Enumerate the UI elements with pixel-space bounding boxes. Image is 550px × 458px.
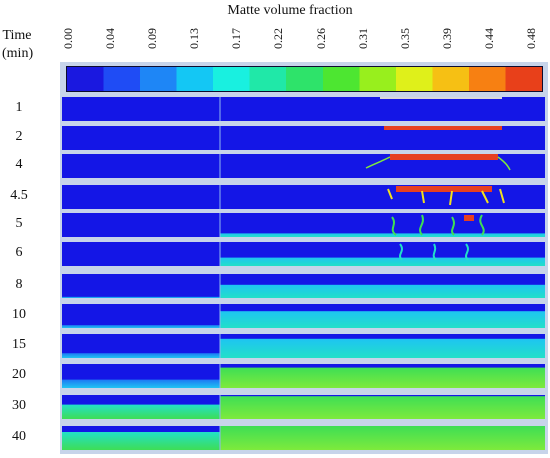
colorbar-tick-label: 0.00 [61, 28, 75, 62]
time-label: 10 [12, 307, 26, 322]
figure-title: Matte volume fraction [227, 3, 353, 18]
simulation-field [62, 304, 545, 328]
colorbar-tick-label: 0.44 [482, 28, 496, 62]
colorbar-tick-label: 0.04 [103, 28, 117, 62]
colorbar-tick-text: 0.00 [61, 28, 75, 49]
colorbar-tick-text: 0.13 [187, 28, 202, 49]
simulation-field [62, 395, 545, 419]
simulation-panel [62, 126, 545, 150]
time-label: 4.5 [10, 188, 28, 203]
simulation-field [62, 154, 545, 178]
colorbar-tick-label: 0.17 [229, 28, 243, 62]
simulation-panel [62, 364, 545, 388]
time-label: 6 [15, 245, 23, 260]
colorbar-tick-text: 0.17 [229, 28, 244, 49]
colorbar-tick-text: 0.04 [103, 28, 118, 49]
simulation-field [62, 334, 545, 358]
time-label: 30 [12, 398, 26, 413]
simulation-field [62, 426, 545, 450]
simulation-field [62, 213, 545, 237]
time-label: 2 [15, 129, 23, 144]
simulation-field [62, 274, 545, 298]
time-label: 1 [15, 100, 23, 115]
simulation-panel [62, 395, 545, 419]
colorbar-tick-label: 0.39 [440, 28, 454, 62]
simulation-field [62, 126, 545, 150]
simulation-panel [62, 304, 545, 328]
colorbar-tick-text: 0.39 [439, 28, 454, 49]
simulation-field [62, 242, 545, 266]
colorbar-tick-text: 0.44 [481, 28, 496, 49]
colorbar-tick-text: 0.31 [355, 28, 370, 49]
colorbar-tick-text: 0.26 [313, 28, 328, 49]
colorbar-tick-label: 0.13 [187, 28, 201, 62]
time-axis-label-line1: Time [2, 28, 32, 43]
colorbar-tick-label: 0.26 [314, 28, 328, 62]
colorbar-tick-text: 0.09 [145, 28, 160, 49]
time-label: 5 [15, 216, 23, 231]
simulation-panel [62, 274, 545, 298]
simulation-field [62, 364, 545, 388]
colorbar-tick-text: 0.22 [271, 28, 286, 49]
time-label: 15 [12, 337, 26, 352]
time-label: 4 [15, 157, 23, 172]
colorbar-tick-text: 0.48 [524, 28, 538, 49]
time-label: 40 [12, 429, 26, 444]
simulation-panel [62, 213, 545, 237]
colorbar-tick-label: 0.22 [271, 28, 285, 62]
simulation-panel [62, 185, 545, 209]
time-label: 20 [12, 367, 26, 382]
simulation-panel [62, 242, 545, 266]
time-label: 8 [15, 277, 23, 292]
simulation-panel [62, 97, 545, 121]
colorbar-tick-label: 0.31 [356, 28, 370, 62]
simulation-panel [62, 334, 545, 358]
time-axis-label: Time (min) [2, 27, 34, 63]
colorbar-tick-label: 0.35 [398, 28, 412, 62]
simulation-field [62, 97, 545, 121]
colorbar-tick-text: 0.35 [397, 28, 412, 49]
colorbar-tick-label: 0.48 [524, 28, 538, 62]
simulation-panel [62, 426, 545, 450]
time-axis-label-line2: (min) [2, 46, 34, 61]
simulation-field [62, 185, 545, 209]
simulation-panel [62, 154, 545, 178]
colorbar [66, 66, 543, 92]
colorbar-tick-label: 0.09 [145, 28, 159, 62]
